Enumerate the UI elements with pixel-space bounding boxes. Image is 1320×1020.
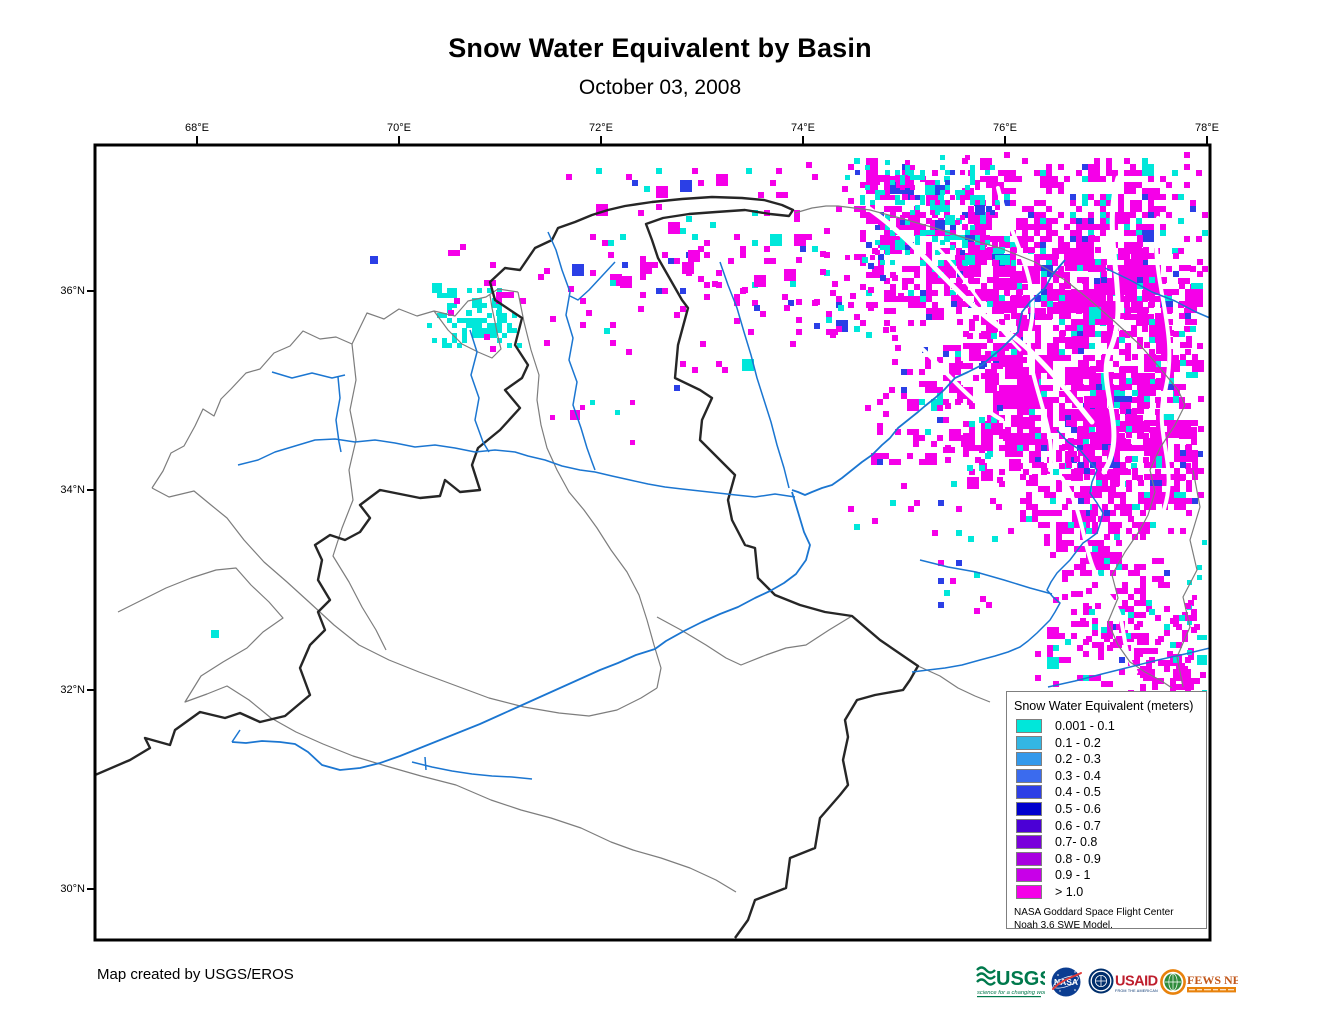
tick-mark [87,290,95,292]
longitude-tick-label: 68°E [185,122,209,134]
tick-mark [1003,136,1006,144]
tick-mark [195,136,198,144]
legend-entry-label: 0.5 - 0.6 [1055,801,1101,816]
longitude-tick: 78°E [1195,122,1219,144]
fews-net-logo: FEWS NET [1160,969,1238,995]
legend-swatch [1016,801,1042,816]
legend-entry-label: 0.4 - 0.5 [1055,785,1101,800]
legend-entry-label: 0.001 - 0.1 [1055,719,1115,733]
latitude-tick: 36°N [0,285,95,297]
latitude-tick-label: 30°N [60,883,85,895]
map-date: October 03, 2008 [578,76,742,99]
longitude-tick: 70°E [387,122,411,144]
longitude-tick: 76°E [993,122,1017,144]
tick-mark [397,136,400,144]
legend-entry: 0.7- 0.8 [1016,835,1206,850]
legend-swatch [1016,851,1042,866]
rivers-layer [231,231,1210,780]
longitude-tick: 74°E [791,122,815,144]
legend-source-line1: NASA Goddard Space Flight Center [1014,906,1174,918]
legend-entry-label: 0.7- 0.8 [1055,835,1098,850]
legend-entry: 0.3 - 0.4 [1016,768,1206,783]
latitude-tick: 34°N [0,484,95,496]
usaid-logo-text: USAID [1115,974,1158,990]
fews-net-logo-text: FEWS NET [1187,973,1238,987]
legend-entry: 0.8 - 0.9 [1016,851,1206,866]
legend-swatch [1016,719,1042,733]
snow-valley-texture [865,175,1172,674]
longitude-tick-label: 70°E [387,122,411,134]
tick-mark [1205,136,1208,144]
legend-entry-label: 0.8 - 0.9 [1055,851,1101,866]
legend-swatch [1016,868,1042,883]
legend-entry-label: 0.2 - 0.3 [1055,752,1101,767]
longitude-tick-label: 72°E [589,122,613,134]
longitude-tick-label: 76°E [993,122,1017,134]
page-title: Snow Water Equivalent by Basin [448,33,872,63]
legend-swatch [1016,735,1042,750]
tick-mark [599,136,602,144]
legend-swatch [1016,884,1042,899]
usaid-tagline: FROM THE AMERICAN PEOPLE [1115,989,1158,993]
legend-source-line2: Noah 3.6 SWE Model. [1014,920,1113,932]
legend-title: Snow Water Equivalent (meters) [1014,699,1194,713]
legend-swatch [1016,785,1042,800]
longitude-tick: 72°E [589,122,613,144]
legend-entry-label: 0.9 - 1 [1055,868,1091,883]
legend-entry: > 1.0 [1016,884,1206,899]
snow-water-equivalent-layer [211,152,1208,890]
agency-logos: USGS science for a changing world NASA U… [975,962,1238,1004]
usgs-tagline: science for a changing world [977,990,1045,996]
legend-swatch [1016,752,1042,767]
usgs-logo-text: USGS [996,968,1045,990]
tick-mark [801,136,804,144]
legend: Snow Water Equivalent (meters) 0.001 - 0… [1006,691,1207,931]
legend-entry: 0.2 - 0.3 [1016,752,1206,767]
usaid-logo: USAID FROM THE AMERICAN PEOPLE [1088,968,1158,994]
map-credit: Map created by USGS/EROS [97,966,294,983]
latitude-tick-label: 32°N [60,684,85,696]
legend-entry: 0.1 - 0.2 [1016,735,1206,750]
legend-entry-label: 0.1 - 0.2 [1055,735,1101,750]
latitude-tick: 30°N [0,883,95,895]
tick-mark [87,489,95,491]
legend-entry: 0.6 - 0.7 [1016,818,1206,833]
longitude-tick-label: 74°E [791,122,815,134]
nasa-logo: NASA [1051,967,1082,997]
legend-entry-label: 0.3 - 0.4 [1055,768,1101,783]
legend-swatch [1016,768,1042,783]
longitude-tick-label: 78°E [1195,122,1219,134]
legend-entry: 0.5 - 0.6 [1016,801,1206,816]
map-frame [93,143,1212,942]
tick-mark [87,888,95,890]
legend-swatch [1016,835,1042,850]
latitude-tick: 32°N [0,684,95,696]
legend-entry: 0.001 - 0.1 [1016,719,1206,733]
legend-entry-label: 0.6 - 0.7 [1055,818,1101,833]
latitude-tick-label: 34°N [60,484,85,496]
highlighted-basin-boundary [95,195,920,939]
longitude-tick: 68°E [185,122,209,144]
tick-mark [87,689,95,691]
nasa-logo-text: NASA [1054,977,1078,987]
legend-entry: 0.9 - 1 [1016,868,1206,883]
basin-boundaries [117,205,1201,893]
legend-entry-label: > 1.0 [1055,884,1084,899]
latitude-tick-label: 36°N [60,285,85,297]
usgs-logo: USGS science for a changing world [976,966,1045,998]
legend-swatch [1016,818,1042,833]
legend-entry: 0.4 - 0.5 [1016,785,1206,800]
